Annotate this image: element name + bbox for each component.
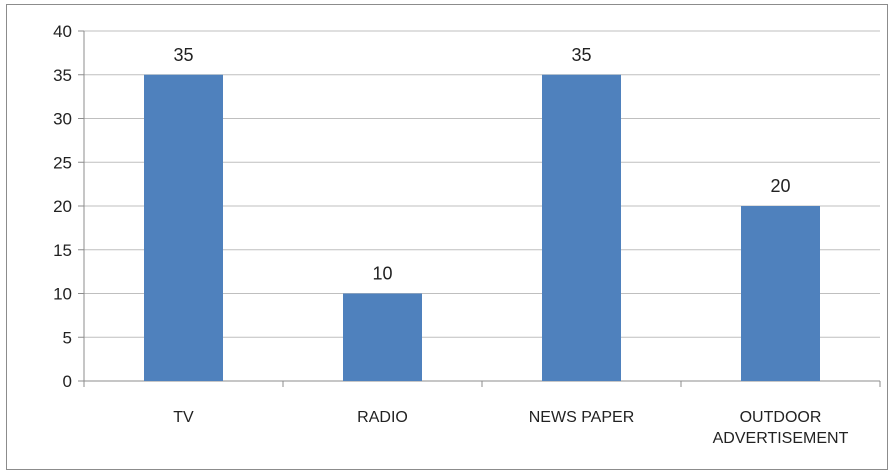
data-label: 35 xyxy=(173,45,193,65)
y-tick-label: 25 xyxy=(53,153,72,172)
bar xyxy=(741,206,820,381)
y-tick-label: 5 xyxy=(63,328,72,347)
bars xyxy=(144,74,820,381)
y-tick-label: 20 xyxy=(53,197,72,216)
data-label: 35 xyxy=(571,45,591,65)
bar xyxy=(542,74,621,381)
y-tick-label: 30 xyxy=(53,110,72,129)
category-label: OUTDOOR xyxy=(740,409,822,426)
y-tick-label: 40 xyxy=(53,22,72,41)
labels: 35 TV 10 RADIO 35 NEWS PAPER 20 OUTDOOR ADVERTIS… xyxy=(173,45,848,447)
category-label: TV xyxy=(173,409,194,426)
category-label: NEWS PAPER xyxy=(529,409,635,426)
y-tick-label: 10 xyxy=(53,285,72,304)
category-label: RADIO xyxy=(357,409,408,426)
y-tick-label: 15 xyxy=(53,241,72,260)
y-tick-label: 0 xyxy=(63,372,72,391)
bar xyxy=(343,293,422,381)
bar xyxy=(144,74,223,381)
data-label: 20 xyxy=(770,176,790,196)
category-label: ADVERTISEMENT xyxy=(713,430,849,447)
data-label: 10 xyxy=(372,264,392,284)
y-tick-label: 35 xyxy=(53,66,72,85)
